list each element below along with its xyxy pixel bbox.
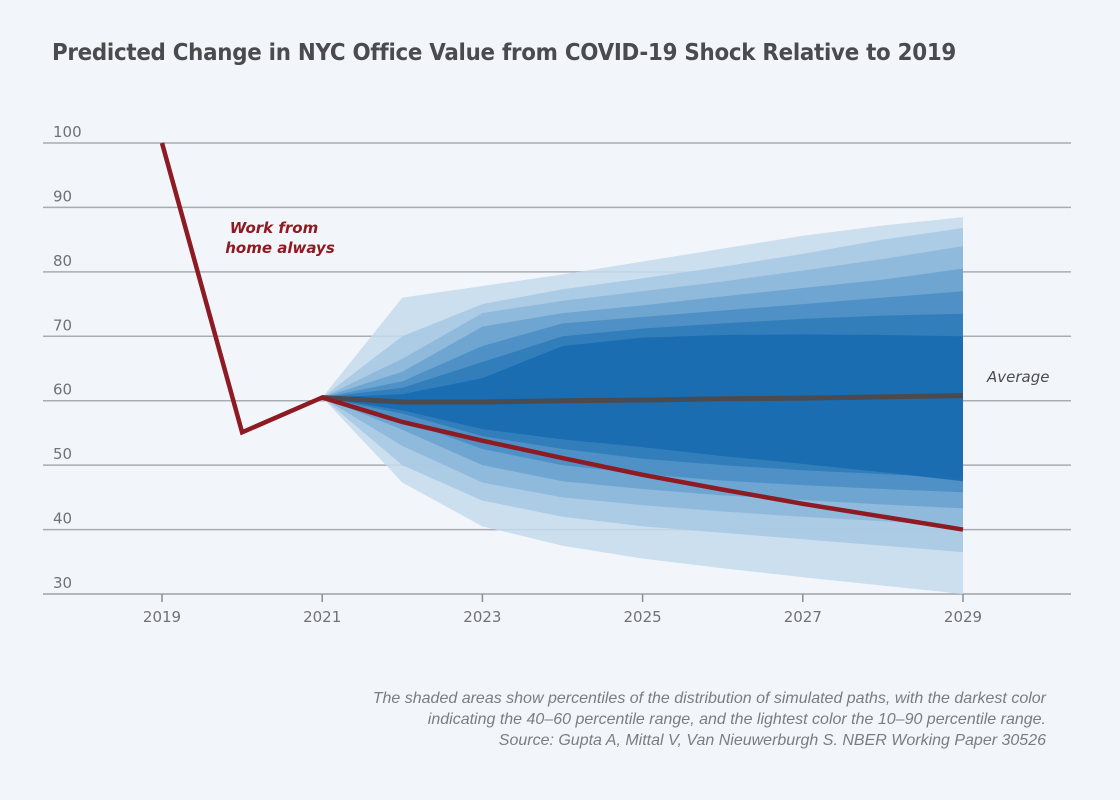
x-tick-label: 2023 bbox=[463, 608, 501, 626]
band-40-60-percentile bbox=[322, 334, 963, 482]
line-average bbox=[322, 393, 964, 405]
chart-title: Predicted Change in NYC Office Value fro… bbox=[52, 40, 957, 66]
y-tick-label: 70 bbox=[53, 316, 72, 334]
footnote-line-1: The shaded areas show percentiles of the… bbox=[372, 690, 1046, 707]
y-tick-label: 40 bbox=[53, 510, 72, 528]
annotation-work-from-home-line2: home always bbox=[225, 239, 335, 257]
y-tick-label: 90 bbox=[53, 187, 72, 205]
x-tick-labels: 2019 2021 2023 2025 2027 2029 bbox=[143, 594, 982, 626]
y-tick-label: 60 bbox=[53, 381, 72, 399]
footnote-source: Source: Gupta A, Mittal V, Van Nieuwerbu… bbox=[498, 732, 1046, 749]
footnote: The shaded areas show percentiles of the… bbox=[373, 688, 1046, 751]
annotations: Work from home always Average bbox=[225, 219, 1049, 386]
annotation-work-from-home-line1: Work from bbox=[230, 219, 318, 237]
line-work-from-home bbox=[159, 142, 964, 532]
y-tick-label: 30 bbox=[53, 574, 72, 592]
x-tick-label: 2021 bbox=[303, 608, 341, 626]
footnote-line-2: indicating the 40–60 percentile range, a… bbox=[427, 711, 1046, 728]
y-tick-label: 100 bbox=[53, 123, 82, 141]
x-tick-label: 2027 bbox=[784, 608, 822, 626]
x-tick-label: 2025 bbox=[624, 608, 662, 626]
y-tick-label: 50 bbox=[53, 445, 72, 463]
series-lines bbox=[159, 142, 964, 532]
x-tick-label: 2019 bbox=[143, 608, 181, 626]
annotation-average: Average bbox=[986, 368, 1049, 386]
percentile-bands bbox=[322, 217, 963, 595]
x-tick-label: 2029 bbox=[944, 608, 982, 626]
y-tick-label: 80 bbox=[53, 252, 72, 270]
y-tick-labels: 100 90 80 70 60 50 40 30 bbox=[53, 123, 82, 592]
